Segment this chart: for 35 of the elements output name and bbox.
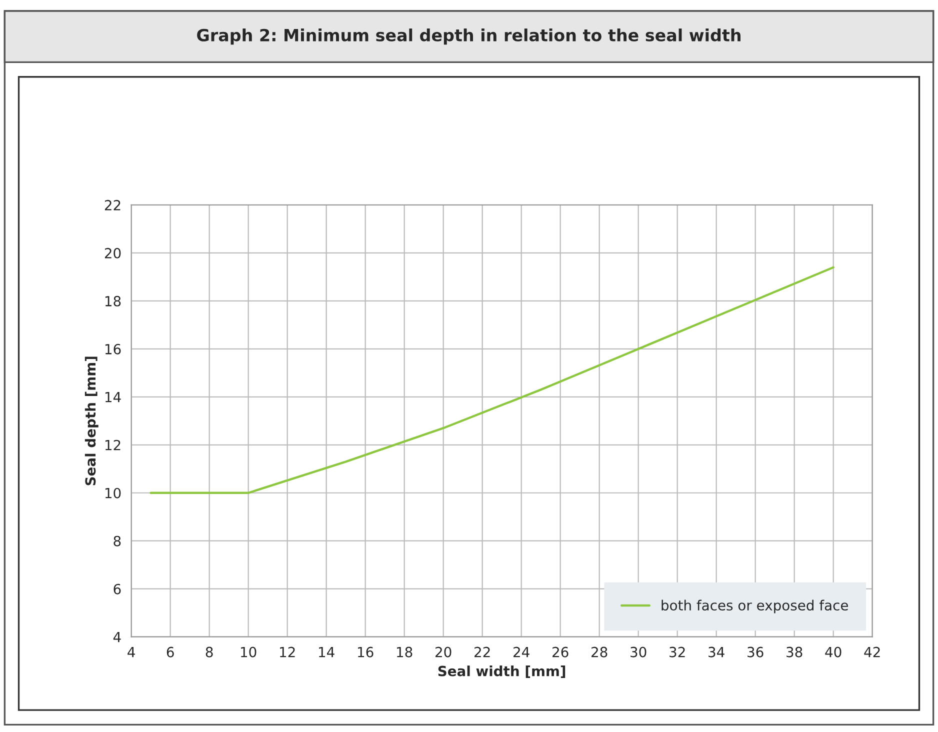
line-series <box>150 266 834 494</box>
y-axis-title: Seal depth [mm] <box>84 356 98 486</box>
y-tick-label: 18 <box>105 296 121 306</box>
y-tick-label: 10 <box>105 488 121 498</box>
x-tick-label: 10 <box>241 646 256 658</box>
y-tick-label: 6 <box>114 584 121 594</box>
x-tick-label: 30 <box>630 646 646 658</box>
y-tick-label: 4 <box>113 632 121 642</box>
x-tick-label: 34 <box>708 646 724 658</box>
x-tick-label: 40 <box>825 646 842 658</box>
x-tick-label: 14 <box>319 646 334 658</box>
x-tick-label: 38 <box>786 646 802 658</box>
legend-label: both faces or exposed face <box>662 600 848 614</box>
x-tick-label: 32 <box>670 646 685 658</box>
x-tick-label: 16 <box>358 646 374 658</box>
chart-title: Graph 2: Minimum seal depth in relation to the seal width <box>197 28 740 45</box>
x-tick-label: 26 <box>552 646 568 658</box>
x-tick-label: 22 <box>474 646 490 658</box>
x-axis-title: Seal width [mm] <box>438 666 566 678</box>
x-tick-label: 36 <box>748 646 764 658</box>
x-tick-label: 42 <box>864 646 880 658</box>
y-tick-label: 22 <box>104 200 120 210</box>
x-tick-label: 18 <box>397 646 412 658</box>
y-tick-label: 12 <box>105 440 120 450</box>
x-tick-label: 4 <box>128 646 135 658</box>
x-tick-label: 6 <box>166 646 174 658</box>
x-tick-label: 20 <box>436 646 452 658</box>
y-tick-label: 20 <box>104 248 121 258</box>
x-tick-label: 24 <box>514 646 530 658</box>
y-tick-label: 8 <box>114 536 121 546</box>
y-tick-label: 16 <box>105 344 121 354</box>
x-tick-label: 28 <box>592 646 608 658</box>
x-tick-label: 8 <box>206 646 213 658</box>
x-tick-label: 12 <box>280 646 295 658</box>
y-tick-label: 14 <box>105 392 121 402</box>
